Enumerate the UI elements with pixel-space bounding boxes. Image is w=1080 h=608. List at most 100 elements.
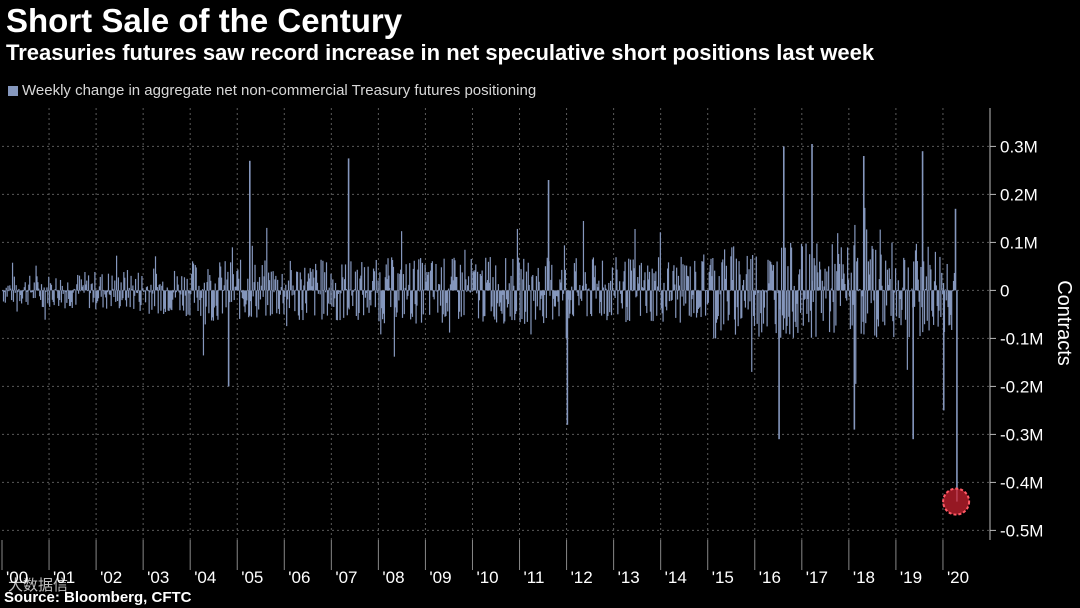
bar [510,275,512,291]
bar [7,285,9,291]
bar [3,290,6,293]
bar [327,290,329,304]
bar [463,290,465,316]
bar [360,275,362,291]
bar [170,290,172,310]
bar [318,290,320,292]
bar [613,290,615,296]
bar [632,259,634,291]
bar [236,271,238,291]
bar [910,290,912,292]
bar [553,290,556,307]
bar [718,276,720,291]
bar [496,290,498,323]
bar [392,266,395,291]
bar [790,247,793,291]
bar [831,244,833,291]
bar [587,289,589,291]
bar [661,290,663,314]
bar [246,290,248,301]
bar [61,285,63,291]
bar [32,290,34,299]
bar [834,263,836,291]
bar [315,270,318,291]
bar [557,290,559,302]
bar [940,290,942,317]
bar [724,278,727,291]
bar [886,269,889,291]
bar [936,290,938,306]
bar [528,284,530,291]
bar [658,290,661,292]
bar [144,290,146,292]
bar [288,290,291,309]
bar [907,267,909,291]
bar [932,290,934,317]
bar [365,290,367,293]
bar [836,271,838,291]
bar [132,285,134,291]
bar [136,290,139,294]
y-tick-label: 0.3M [1000,137,1038,156]
bar [122,290,124,299]
bar [670,290,672,301]
bar [899,290,901,300]
bar [235,286,237,291]
bar [914,290,916,307]
bar [819,269,822,291]
bar [495,265,497,291]
bar [496,290,499,304]
bar [66,290,68,303]
bar [600,290,603,316]
x-tick-label: '09 [429,568,451,587]
bar [833,290,835,333]
bar [494,290,496,320]
bar [767,259,769,291]
bar [116,255,118,291]
bar [410,290,413,314]
bar [417,269,419,291]
bar [894,290,896,293]
bar [335,290,338,320]
bar [485,257,487,291]
bar [152,290,154,294]
bar [239,259,242,291]
bar [823,286,825,291]
bar [59,279,62,291]
bar [227,290,230,387]
bar [156,287,158,291]
bar [305,290,307,304]
bar [586,290,588,317]
bar [533,290,535,301]
bar [297,290,300,316]
bar [381,290,383,309]
bar [53,290,55,306]
bar [366,290,368,308]
bar [905,289,908,291]
bar [127,290,129,298]
bar [706,290,709,305]
bar [251,245,253,291]
bar [40,284,43,291]
bar [869,259,871,291]
bar [56,290,58,292]
bar [608,282,610,291]
bar [931,290,933,311]
bar [846,290,848,301]
bar [118,290,120,309]
bar [54,289,56,291]
bar [547,180,550,291]
bar [843,273,845,291]
bar [933,281,936,291]
bar [329,290,331,305]
bar [927,246,929,291]
bar [125,290,128,307]
bar [698,290,700,308]
bar [196,290,198,298]
bar [79,290,82,292]
x-tick-label: '12 [571,568,593,587]
bar [461,272,463,291]
bar [614,290,616,299]
bar [416,290,418,306]
bar [785,290,787,334]
